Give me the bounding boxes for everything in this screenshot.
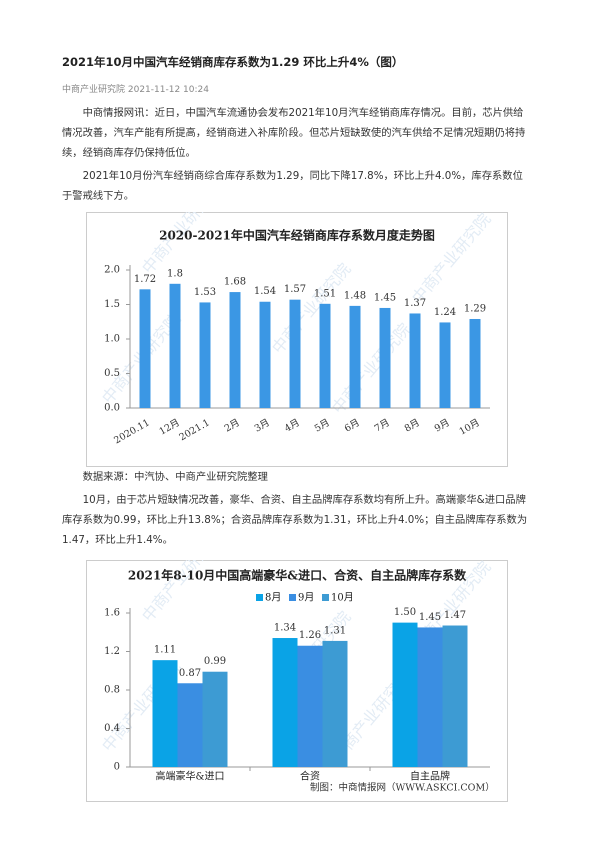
bar [469, 318, 481, 408]
data-label: 1.72 [134, 274, 156, 285]
legend-swatch [322, 594, 329, 601]
data-label: 1.34 [274, 623, 296, 634]
bar [259, 301, 271, 408]
data-label: 1.57 [284, 284, 306, 295]
bar [349, 305, 361, 408]
legend-swatch [256, 594, 263, 601]
y-tick-label: 1.0 [104, 334, 120, 345]
article-title: 2021年10月中国汽车经销商库存系数为1.29 环比上升4%（图） [62, 55, 404, 69]
y-tick-label: 0.4 [104, 723, 120, 734]
y-tick-label: 1.6 [104, 608, 120, 619]
chart-title: 2021年8-10月中国高端豪华&进口、合资、自主品牌库存系数 [128, 568, 467, 583]
bar [272, 638, 298, 767]
data-label: 1.53 [194, 287, 216, 298]
chart-note: 制图：中商情报网（WWW.ASKCI.COM） [310, 782, 495, 794]
bar [289, 299, 301, 408]
y-tick-label: 1.5 [104, 299, 120, 310]
bar [439, 322, 451, 408]
data-label: 1.45 [374, 292, 396, 303]
legend-swatch [289, 594, 296, 601]
y-tick-label: 1.2 [104, 646, 120, 657]
data-label: 0.87 [179, 668, 201, 679]
data-label: 1.11 [154, 645, 176, 656]
source: 数据来源：中汽协、中商产业研究院整理 [82, 471, 268, 483]
bar [392, 622, 418, 767]
bar [409, 313, 421, 408]
y-tick-label: 0.8 [104, 685, 120, 696]
bar [152, 660, 178, 767]
paragraph: 2021年10月份汽车经销商综合库存系数为1.29，同比下降17.8%，环比上升… [62, 170, 523, 202]
legend-label: 9月 [298, 592, 314, 604]
data-label: 1.37 [404, 298, 426, 309]
y-tick-label: 2.0 [104, 265, 120, 276]
chart: 中商产业研究院中商产业研究院中商产业研究院中商产业研究院中商产业研究院2020-… [86, 212, 508, 467]
bar [322, 640, 348, 767]
data-label: 1.24 [434, 307, 456, 318]
bar [169, 283, 181, 408]
legend-label: 8月 [265, 592, 281, 604]
y-tick-label: 0.0 [104, 403, 120, 414]
data-label: 1.51 [314, 288, 336, 299]
bar [417, 627, 443, 767]
x-tick-label: 自主品牌 [410, 770, 450, 783]
data-label: 1.26 [299, 630, 321, 641]
data-label: 1.50 [394, 607, 416, 618]
bar [229, 292, 241, 408]
data-label: 1.8 [167, 268, 183, 279]
paragraph: 中商情报网讯：近日，中国汽车流通协会发布2021年10月汽车经销商库存情况。目前… [62, 107, 526, 159]
paragraph: 10月，由于芯片短缺情况改善，豪华、合资、自主品牌库存系数均有所上升。高端豪华&… [62, 494, 528, 546]
data-label: 1.48 [344, 290, 366, 301]
legend-label: 10月 [331, 592, 354, 604]
chart-title: 2020-2021年中国汽车经销商库存系数月度走势图 [159, 228, 435, 243]
x-tick-label: 高端豪华&进口 [156, 770, 225, 783]
data-label: 1.47 [444, 610, 466, 621]
data-label: 1.45 [419, 612, 441, 623]
bar [319, 303, 331, 408]
bar [297, 645, 323, 767]
data-label: 1.68 [224, 277, 246, 288]
data-label: 1.54 [254, 286, 276, 297]
bar [177, 683, 203, 767]
x-tick-label: 合资 [300, 770, 320, 783]
y-tick-label: 0 [114, 762, 120, 773]
data-label: 1.29 [464, 303, 486, 314]
y-tick-label: 0.5 [104, 368, 120, 379]
data-label: 0.99 [204, 656, 226, 667]
bar [199, 302, 211, 408]
bar [202, 671, 228, 767]
chart: 中商产业研究院中商产业研究院中商产业研究院中商产业研究院中商产业研究院2021年… [86, 560, 508, 802]
bar [139, 289, 151, 408]
article-meta: 中商产业研究院 2021-11-12 10:24 [62, 85, 209, 95]
bar [379, 307, 391, 408]
bar [442, 625, 468, 767]
data-label: 1.31 [324, 625, 346, 636]
